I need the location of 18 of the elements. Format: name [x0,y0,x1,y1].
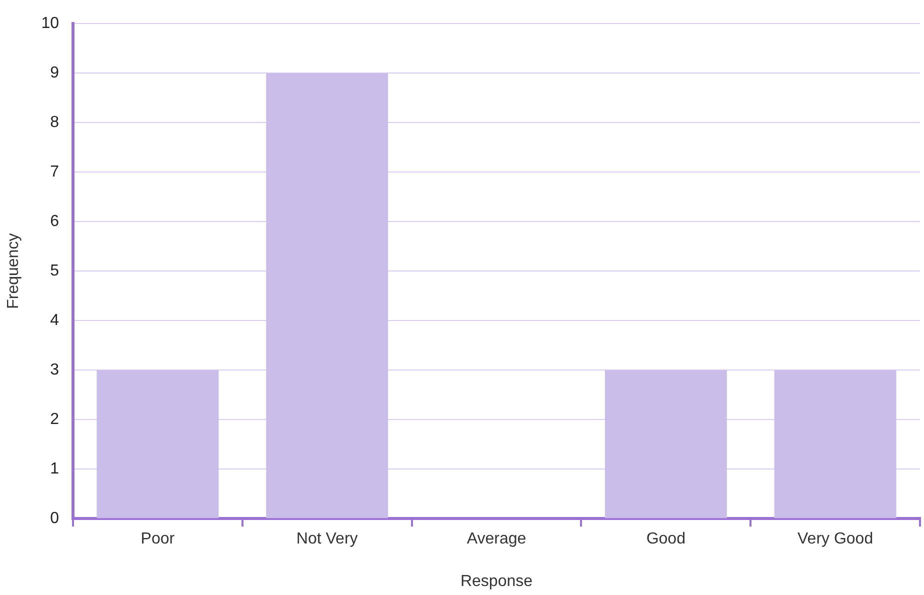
x-axis-title: Response [460,572,533,590]
x-tick-label: Good [646,530,686,548]
y-tick-label: 7 [50,164,60,181]
y-tick-label: 9 [50,64,60,82]
y-tick-label: 0 [50,510,60,528]
y-tick-label: 1 [50,460,60,478]
x-tick-label: Poor [140,530,176,548]
y-tick-label: 3 [50,362,60,379]
y-tick-label: 10 [41,15,60,32]
y-tick-label: 5 [50,262,60,280]
y-tick-label: 4 [50,312,60,330]
x-tick-label: Not Very [296,530,358,548]
y-tick-label: 6 [50,213,60,230]
y-axis-title: Frequency [5,233,22,309]
y-tick-label: 2 [50,411,60,428]
x-tick-label: Average [466,530,526,548]
x-tick-label: Very Good [797,530,874,548]
y-tick-label: 8 [50,114,60,132]
